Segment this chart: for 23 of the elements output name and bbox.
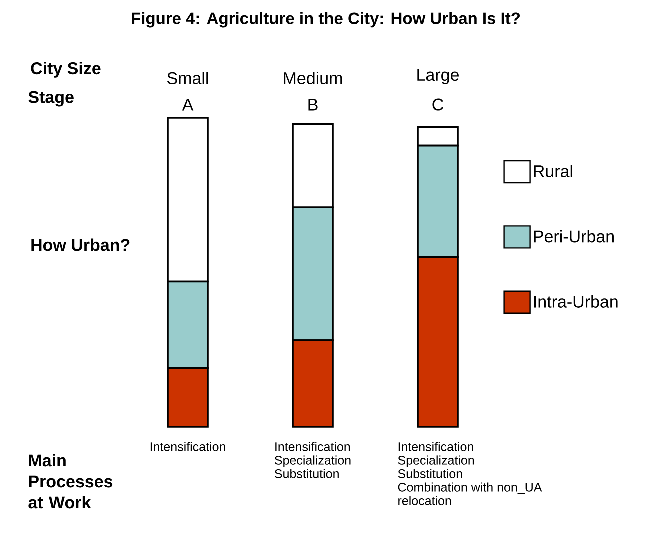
- x-axis-title: City Size: [31, 62, 101, 78]
- text: Combination with non_UA: [398, 482, 542, 494]
- text: A: [182, 99, 194, 111]
- text: Intensification: [398, 442, 474, 452]
- y-axis-title: How Urban?: [32, 238, 130, 252]
- text: Substitution: [275, 469, 339, 478]
- text: Specialization: [398, 456, 474, 468]
- text: Intensification: [276, 442, 350, 452]
- text: Intensification: [150, 442, 226, 452]
- text: relocation: [398, 496, 452, 506]
- chart-title: Figure 4: Agriculture in the City: How Urban Is It?: [132, 12, 520, 28]
- x-tick-label: Large: [418, 69, 459, 84]
- x-tick-label: Small: [168, 72, 208, 84]
- legend-label: Intra-Urban: [534, 295, 618, 308]
- legend-label: Rural: [534, 165, 572, 178]
- text: Main Processes at Work: [28, 454, 113, 509]
- text: Substitution: [398, 469, 462, 478]
- text: Stage: [28, 91, 74, 107]
- text: C: [432, 98, 444, 111]
- text: B: [308, 99, 318, 111]
- text: Specialization: [275, 456, 351, 468]
- x-tick-label: Medium: [284, 72, 342, 84]
- legend-label: Peri-Urban: [534, 230, 614, 243]
